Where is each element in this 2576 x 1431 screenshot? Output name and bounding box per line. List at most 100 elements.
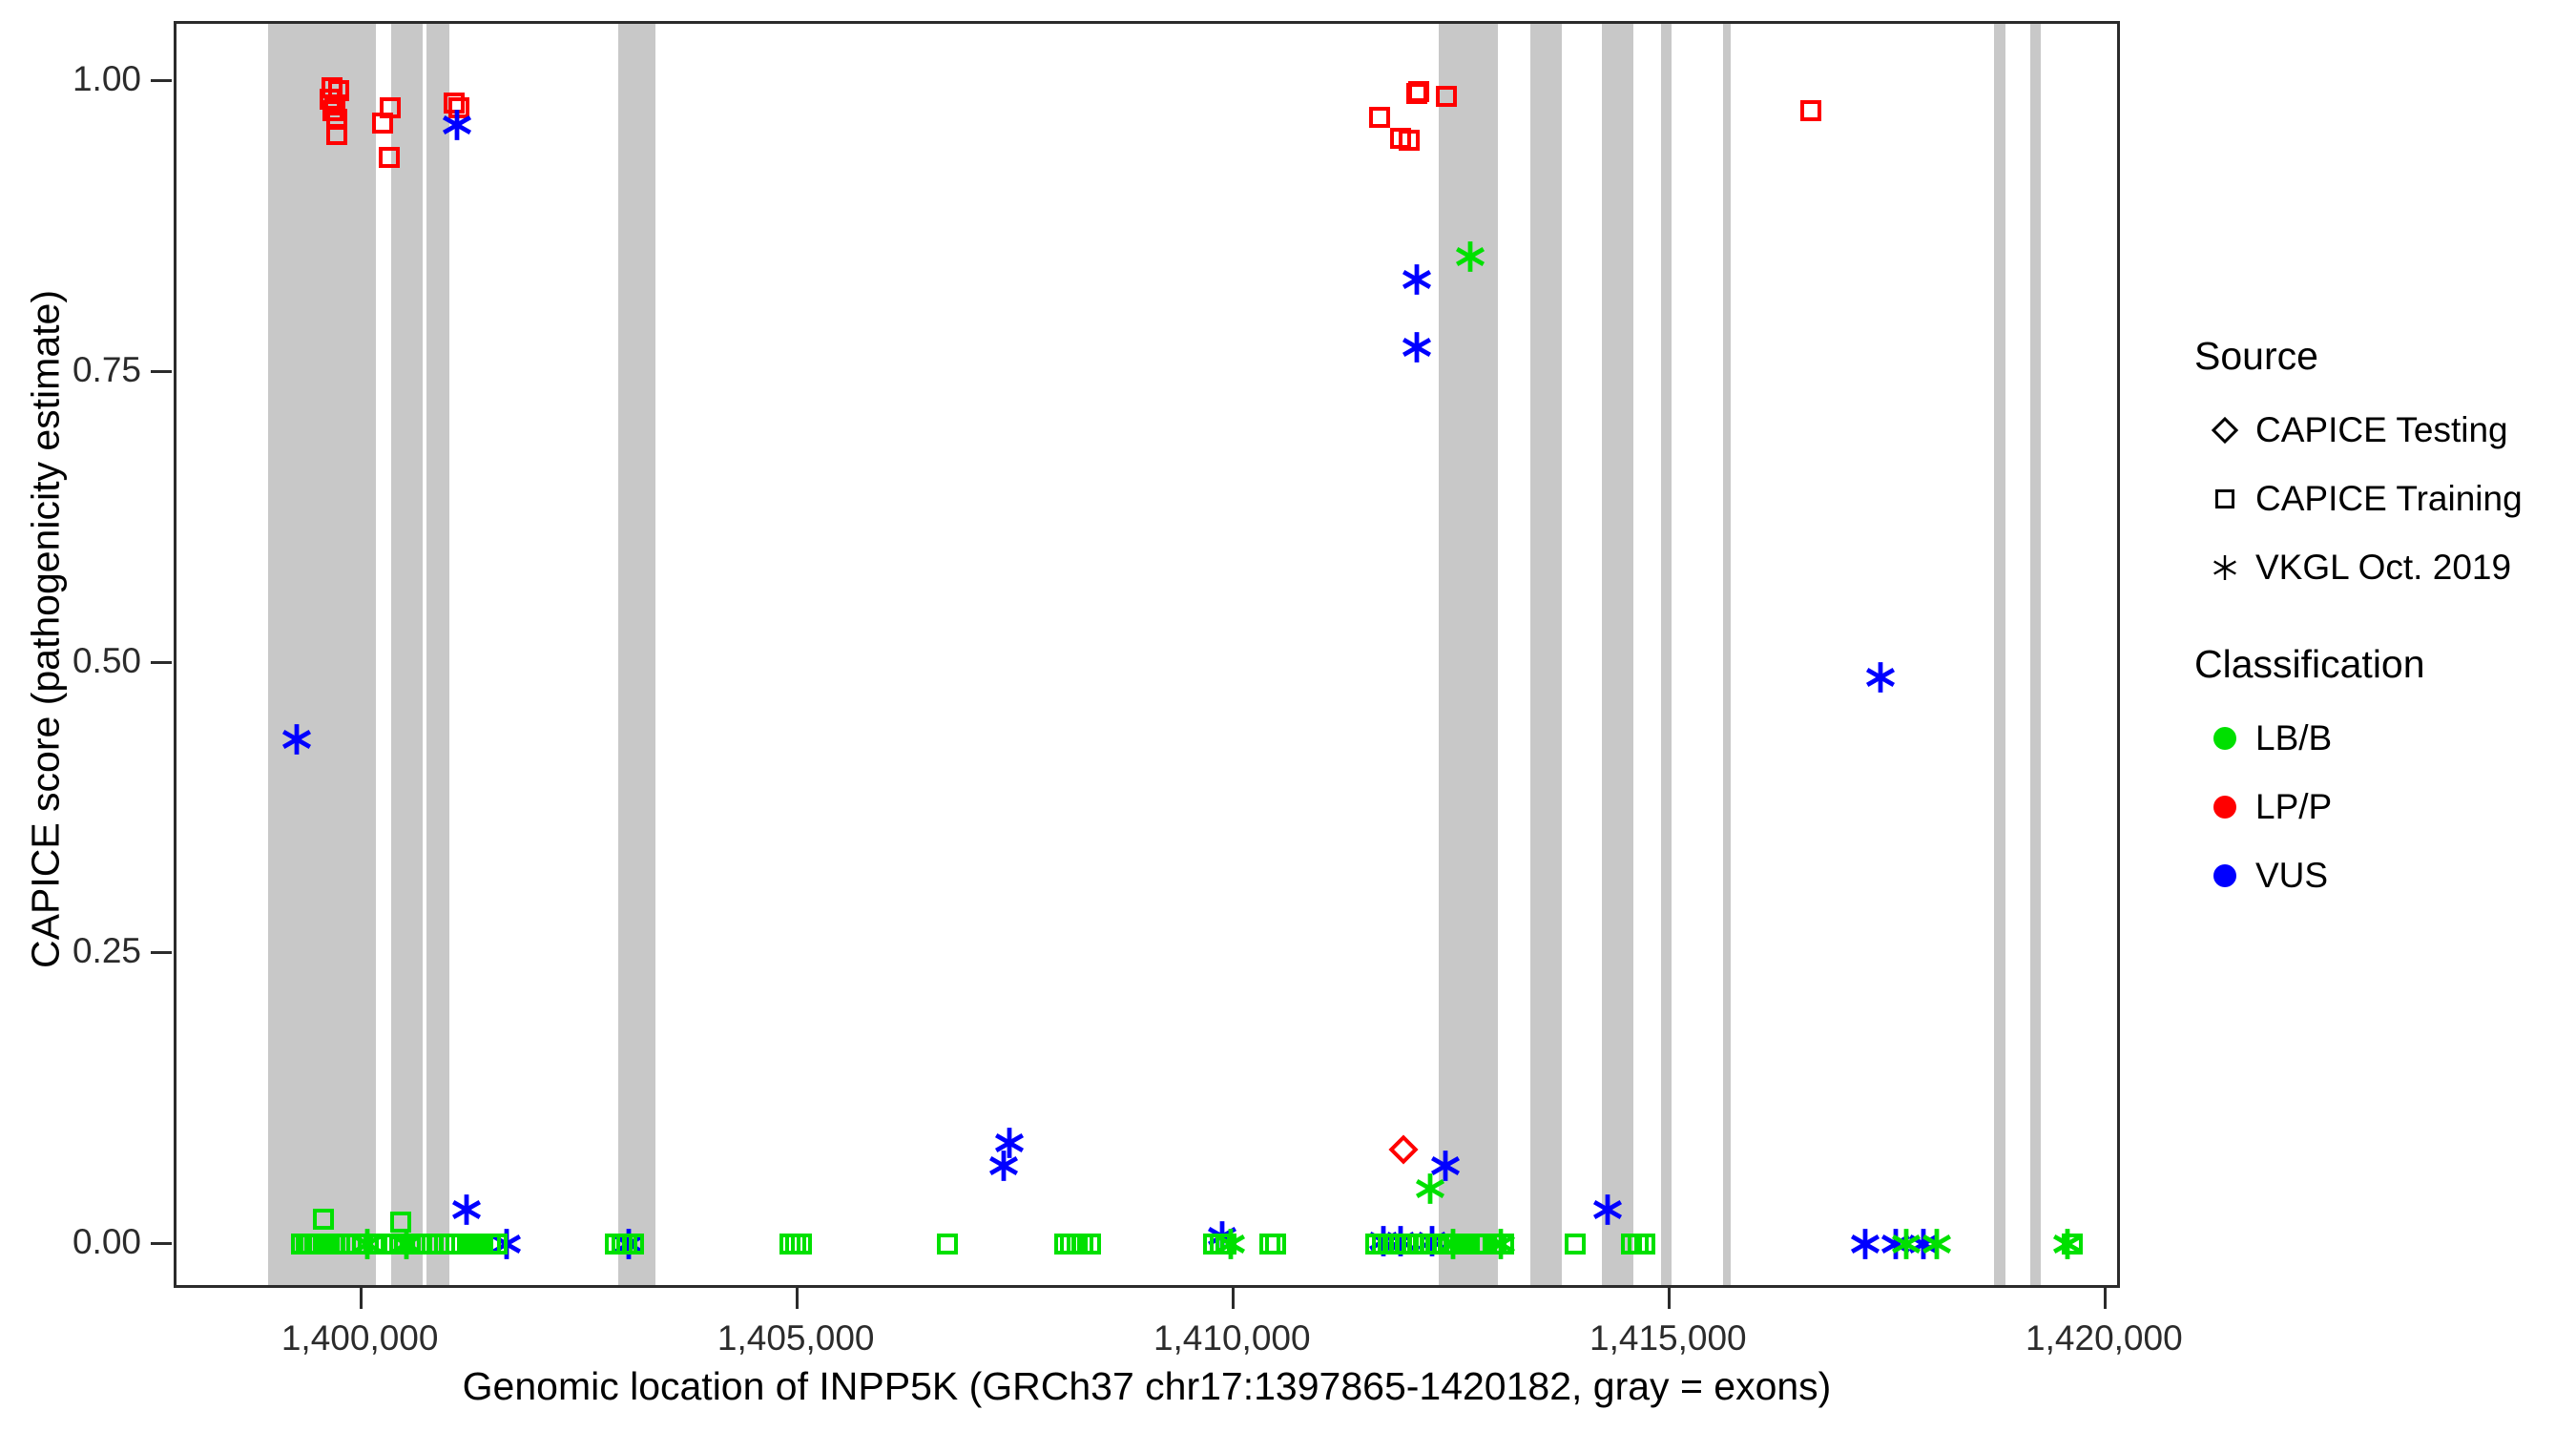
y-tick-label: 0.00 <box>72 1222 141 1261</box>
data-point-asterisk <box>441 109 473 141</box>
data-point-asterisk <box>1591 1193 1624 1226</box>
plot-canvas <box>177 24 2117 1285</box>
data-point-square <box>1436 85 1458 107</box>
diamond-icon <box>2194 416 2255 445</box>
legend-item-lbb[interactable]: LB/B <box>2194 704 2576 773</box>
legend-item-label: CAPICE Testing <box>2255 410 2508 449</box>
data-point-square <box>323 94 345 116</box>
legend-item-label: LP/P <box>2255 787 2333 826</box>
x-axis-title: Genomic location of INPP5K (GRCh37 chr17… <box>462 1364 1832 1408</box>
data-point-square <box>486 1233 508 1255</box>
data-point-asterisk <box>993 1127 1026 1159</box>
x-tick <box>2104 1288 2108 1309</box>
dot-icon-vus <box>2194 864 2255 887</box>
legend-item-label: CAPICE Training <box>2255 479 2523 518</box>
x-tick-label: 1,415,000 <box>1589 1318 1747 1358</box>
x-tick-label: 1,400,000 <box>280 1318 439 1358</box>
legend-item-capice-testing[interactable]: CAPICE Testing <box>2194 396 2576 465</box>
data-point-asterisk <box>280 723 313 756</box>
legend-item-lpp[interactable]: LP/P <box>2194 773 2576 841</box>
x-tick <box>1232 1288 1236 1309</box>
data-point-asterisk <box>1414 1172 1446 1205</box>
data-point-square <box>1471 1233 1493 1255</box>
data-point-square <box>1564 1233 1586 1255</box>
data-point-square <box>327 79 349 101</box>
data-point-square <box>1408 80 1430 102</box>
data-point-square <box>1633 1233 1655 1255</box>
data-point-asterisk <box>1454 240 1486 273</box>
data-point-asterisk <box>1429 1150 1462 1182</box>
x-tick-label: 1,420,000 <box>2025 1318 2183 1358</box>
x-tick <box>360 1288 364 1309</box>
legend-item-vus[interactable]: VUS <box>2194 841 2576 910</box>
data-point-asterisk <box>1921 1228 1953 1260</box>
data-point-diamond <box>1388 1134 1419 1165</box>
data-point-asterisk <box>450 1193 483 1226</box>
dot-icon-lbb <box>2194 727 2255 750</box>
exon-band <box>1439 24 1499 1285</box>
data-point-square <box>1399 129 1421 151</box>
data-point-square <box>364 1233 385 1255</box>
data-point-square <box>325 123 347 145</box>
exon-band <box>391 24 424 1285</box>
data-point-asterisk <box>1401 263 1433 296</box>
exon-band <box>268 24 376 1285</box>
exon-band <box>2029 24 2041 1285</box>
legend-item-label: VUS <box>2255 856 2329 895</box>
data-point-asterisk <box>1864 661 1897 694</box>
y-tick-label: 1.00 <box>72 59 141 98</box>
data-point-asterisk <box>1849 1228 1881 1260</box>
data-point-square <box>313 1209 335 1231</box>
data-point-square <box>325 109 347 130</box>
data-point-square <box>380 96 402 118</box>
scatter-plot: CAPICE score (pathogenicity estimate) 0.… <box>23 21 2183 1408</box>
exon-band <box>1530 24 1563 1285</box>
legend-classification: Classification LB/B LP/P VUS <box>2194 642 2576 910</box>
y-tick <box>151 79 172 82</box>
asterisk-icon <box>2194 553 2255 582</box>
exon-band <box>426 24 449 1285</box>
data-point-asterisk <box>1890 1228 1922 1260</box>
exon-band <box>1723 24 1732 1285</box>
legend-item-capice-training[interactable]: CAPICE Training <box>2194 465 2576 533</box>
exon-band <box>617 24 656 1285</box>
y-tick <box>151 951 172 955</box>
x-tick-label: 1,410,000 <box>1153 1318 1311 1358</box>
data-point-square <box>1265 1233 1287 1255</box>
data-point-asterisk <box>987 1150 1020 1182</box>
data-point-square <box>378 147 400 169</box>
exon-band <box>1993 24 2006 1285</box>
data-point-square <box>1215 1233 1237 1255</box>
data-point-square <box>1799 100 1821 122</box>
legend-item-label: LB/B <box>2255 718 2333 757</box>
square-icon <box>2194 489 2255 508</box>
data-point-square <box>1369 106 1390 128</box>
x-tick <box>796 1288 800 1309</box>
y-tick-label: 0.25 <box>72 931 141 971</box>
data-point-asterisk <box>1401 331 1433 363</box>
y-tick <box>151 660 172 664</box>
legend-item-vkgl[interactable]: VKGL Oct. 2019 <box>2194 533 2576 602</box>
legend-source-title: Source <box>2194 334 2318 378</box>
dot-icon-lpp <box>2194 796 2255 819</box>
y-tick-label: 0.75 <box>72 349 141 389</box>
y-tick <box>151 369 172 373</box>
data-point-square <box>1079 1233 1101 1255</box>
plot-panel <box>174 21 2120 1288</box>
x-tick-label: 1,405,000 <box>717 1318 875 1358</box>
y-axis-title: CAPICE score (pathogenicity estimate) <box>23 290 68 968</box>
data-point-square <box>2061 1233 2083 1255</box>
exon-band <box>1661 24 1672 1285</box>
data-point-square <box>1492 1233 1514 1255</box>
data-point-square <box>936 1233 958 1255</box>
data-point-square <box>444 92 466 114</box>
legend-container: Source CAPICE Testing CAPICE Training VK… <box>2194 334 2576 950</box>
exon-band <box>1602 24 1633 1285</box>
data-point-square <box>790 1233 812 1255</box>
legend-classification-title: Classification <box>2194 642 2425 686</box>
legend-source: Source CAPICE Testing CAPICE Training VK… <box>2194 334 2576 602</box>
data-point-square <box>622 1233 644 1255</box>
data-point-square <box>390 1211 412 1233</box>
y-tick <box>151 1242 172 1245</box>
x-tick <box>1668 1288 1672 1309</box>
